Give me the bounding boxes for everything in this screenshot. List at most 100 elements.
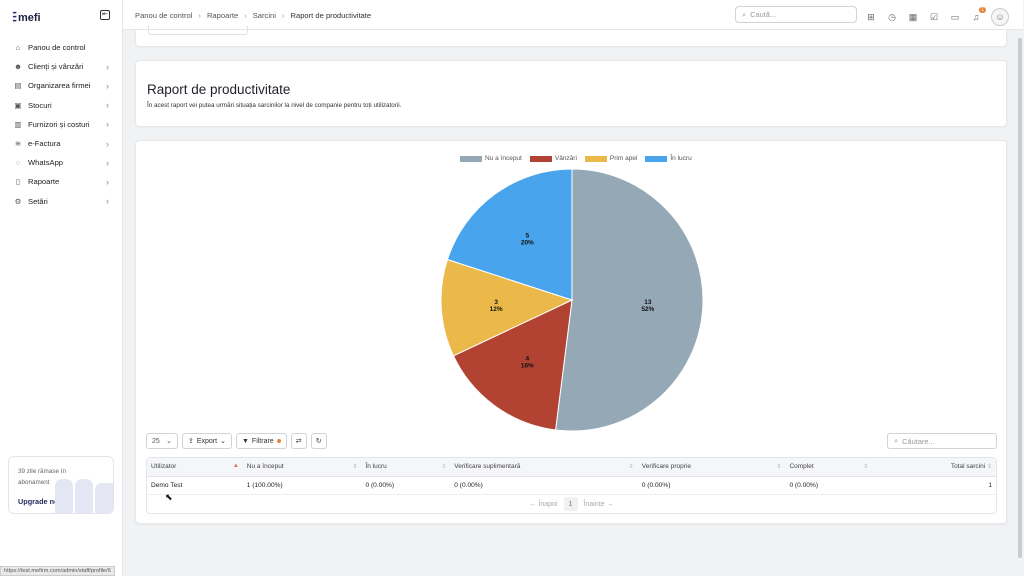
legend-swatch bbox=[460, 155, 482, 162]
legend-item[interactable]: Vânzări bbox=[529, 155, 577, 162]
logo[interactable]: ⫶⫶ mefi bbox=[12, 9, 41, 26]
table-cell[interactable]: Demo Test bbox=[147, 476, 243, 495]
chart-legend: Nu a început Vânzări Prim apel În lucru bbox=[460, 155, 692, 162]
page-description: În acest raport vei putea urmări situați… bbox=[147, 102, 402, 109]
partial-control bbox=[148, 26, 248, 35]
table-cell: 0 (0.00%) bbox=[450, 476, 638, 495]
sort-icon: ⇕ bbox=[441, 464, 447, 471]
chevron-right-icon: › bbox=[106, 196, 109, 207]
sidebar-item-label: WhatsApp bbox=[28, 158, 64, 168]
sidebar-item[interactable]: ▯ Rapoarte › bbox=[0, 172, 123, 191]
export-button[interactable]: ⇪ Export ⌄ bbox=[182, 433, 232, 449]
table-search-input[interactable]: ⌕ Căutare... bbox=[887, 433, 997, 449]
pie-slice[interactable] bbox=[452, 299, 573, 431]
legend-item[interactable]: Prim apel bbox=[584, 155, 638, 162]
invoice-icon: ≋ bbox=[14, 139, 22, 149]
column-header[interactable]: Utilizator ▲ bbox=[147, 458, 243, 477]
page-title: Raport de productivitate bbox=[147, 82, 291, 97]
breadcrumb-item[interactable]: Rapoarte bbox=[206, 11, 239, 20]
sidebar-item[interactable]: ⌂ Panou de control bbox=[0, 38, 123, 57]
chevron-right-icon: › bbox=[281, 11, 285, 20]
refresh-button[interactable]: ↻ bbox=[310, 433, 327, 449]
table-cell: 0 (0.00%) bbox=[785, 476, 873, 495]
sidebar-item[interactable]: ▥ Furnizori și costuri › bbox=[0, 115, 123, 134]
table-cell: 0 (0.00%) bbox=[637, 476, 786, 495]
page-number-button[interactable]: 1 bbox=[563, 497, 578, 511]
column-header[interactable]: Nu a început ⇕ bbox=[242, 458, 362, 477]
column-header[interactable]: Complet ⇕ bbox=[785, 458, 873, 477]
legend-item[interactable]: În lucru bbox=[645, 155, 692, 162]
sidebar-item[interactable]: ⚙ Setări › bbox=[0, 192, 123, 211]
sidebar-item[interactable]: ◌ WhatsApp › bbox=[0, 153, 123, 172]
sort-icon: ⇕ bbox=[776, 464, 782, 471]
bell-icon[interactable]: ♫ 1 bbox=[972, 7, 986, 22]
sidebar-item-label: Rapoarte bbox=[28, 177, 60, 187]
add-square-icon[interactable]: ⊞ bbox=[867, 11, 875, 22]
table-row[interactable]: Demo Test 1 (100.00%) 0 (0.00%) 0 (0.00%) 0 … bbox=[147, 476, 996, 495]
legend-label: În lucru bbox=[670, 155, 692, 162]
breadcrumb-item[interactable]: Sarcini bbox=[252, 11, 276, 20]
sidebar-item[interactable]: ≋ e-Factura › bbox=[0, 134, 123, 153]
legend-label: Nu a început bbox=[485, 155, 522, 162]
status-url: https://test.mefirm.com/admin/staff/prof… bbox=[0, 566, 115, 576]
search-icon: ⌕ bbox=[742, 9, 747, 19]
pagination: ← Înapoi 1 Înainte → bbox=[147, 497, 996, 511]
filter-icon: ▼ bbox=[241, 437, 249, 445]
export-icon: ⇪ bbox=[188, 438, 194, 445]
user-avatar-icon[interactable]: ☺ bbox=[991, 8, 1009, 26]
timer-icon[interactable]: ◷ bbox=[888, 11, 896, 22]
sort-icon: ⇕ bbox=[352, 464, 358, 471]
legend-swatch bbox=[645, 155, 668, 162]
pie-slice[interactable] bbox=[446, 168, 573, 301]
report-header-card: Raport de productivitate În acest raport… bbox=[135, 60, 1007, 127]
column-header[interactable]: Verificare proprie ⇕ bbox=[637, 458, 786, 477]
sidebar-item[interactable]: ▤ Organizarea firmei › bbox=[0, 76, 123, 95]
filter-button[interactable]: ▼ Filtrare bbox=[235, 433, 287, 449]
sidebar-item-label: e-Factura bbox=[28, 139, 61, 149]
filters-card-partial bbox=[135, 26, 1007, 47]
scrollbar-thumb[interactable] bbox=[1018, 38, 1022, 558]
slice-value-label: 4 bbox=[526, 355, 530, 362]
legend-label: Vânzări bbox=[554, 155, 577, 162]
refresh-icon: ↻ bbox=[315, 438, 322, 445]
sidebar-item[interactable]: ☻ Clienți și vânzări › bbox=[0, 57, 123, 76]
toggle-columns-button[interactable]: ⇄ bbox=[290, 433, 307, 449]
prev-page-button[interactable]: ← Înapoi bbox=[529, 500, 558, 508]
global-search-input[interactable]: ⌕ Caută... bbox=[735, 6, 857, 23]
box-icon: ▣ bbox=[14, 100, 22, 110]
users-icon: ☻ bbox=[14, 62, 22, 72]
filter-active-dot bbox=[276, 439, 281, 443]
sidebar-item[interactable]: ▣ Stocuri › bbox=[0, 96, 123, 115]
page-size-select[interactable]: 25 ⌄ bbox=[146, 433, 178, 449]
column-header[interactable]: În lucru ⇕ bbox=[361, 458, 451, 477]
page-scrollbar[interactable] bbox=[1017, 30, 1023, 576]
column-header[interactable]: Verificare suplimentară ⇕ bbox=[450, 458, 638, 477]
mouse-cursor-icon: ⬉ bbox=[165, 492, 173, 502]
chat-icon: ◌ bbox=[15, 158, 21, 168]
pie-slice[interactable] bbox=[555, 168, 704, 432]
sidebar-item-label: Setări bbox=[28, 196, 48, 206]
next-page-button[interactable]: Înainte → bbox=[583, 500, 614, 508]
legend-label: Prim apel bbox=[609, 155, 638, 162]
messages-icon[interactable]: ▭ bbox=[950, 11, 960, 22]
top-bar: Panou de control › Rapoarte › Sarcini › … bbox=[123, 0, 1023, 30]
column-header[interactable]: Total sarcini ⇕ bbox=[872, 458, 996, 477]
pie-slice[interactable] bbox=[440, 258, 574, 357]
logo-text: mefi bbox=[18, 11, 41, 24]
header-actions: ⊞ ◷ ▦ ☑ ▭ ♫ 1 ☺ bbox=[865, 7, 1009, 26]
slice-percent-label: 20% bbox=[521, 240, 534, 247]
collapse-sidebar-icon[interactable]: ⇤ bbox=[100, 10, 110, 20]
sort-icon: ⇕ bbox=[863, 464, 869, 471]
chevron-right-icon: › bbox=[244, 11, 247, 20]
sidebar-nav: ⌂ Panou de control ☻ Clienți și vânzări … bbox=[0, 38, 123, 211]
checkbox-icon[interactable]: ☑ bbox=[929, 11, 939, 22]
gear-icon: ⚙ bbox=[14, 196, 22, 206]
breadcrumb-current: Raport de productivitate bbox=[290, 11, 372, 20]
calendar-icon[interactable]: ▦ bbox=[908, 11, 918, 22]
productivity-table: Utilizator ▲ Nu a început ⇕ În lucru ⇕ Verific… bbox=[146, 457, 997, 514]
legend-item[interactable]: Nu a început bbox=[460, 155, 522, 162]
table-toolbar: 25 ⌄ ⇪ Export ⌄ ▼ Filtrare ⇄ ↻ bbox=[146, 433, 327, 449]
breadcrumb-item[interactable]: Panou de control bbox=[135, 11, 193, 20]
search-icon: ⌕ bbox=[894, 436, 899, 445]
